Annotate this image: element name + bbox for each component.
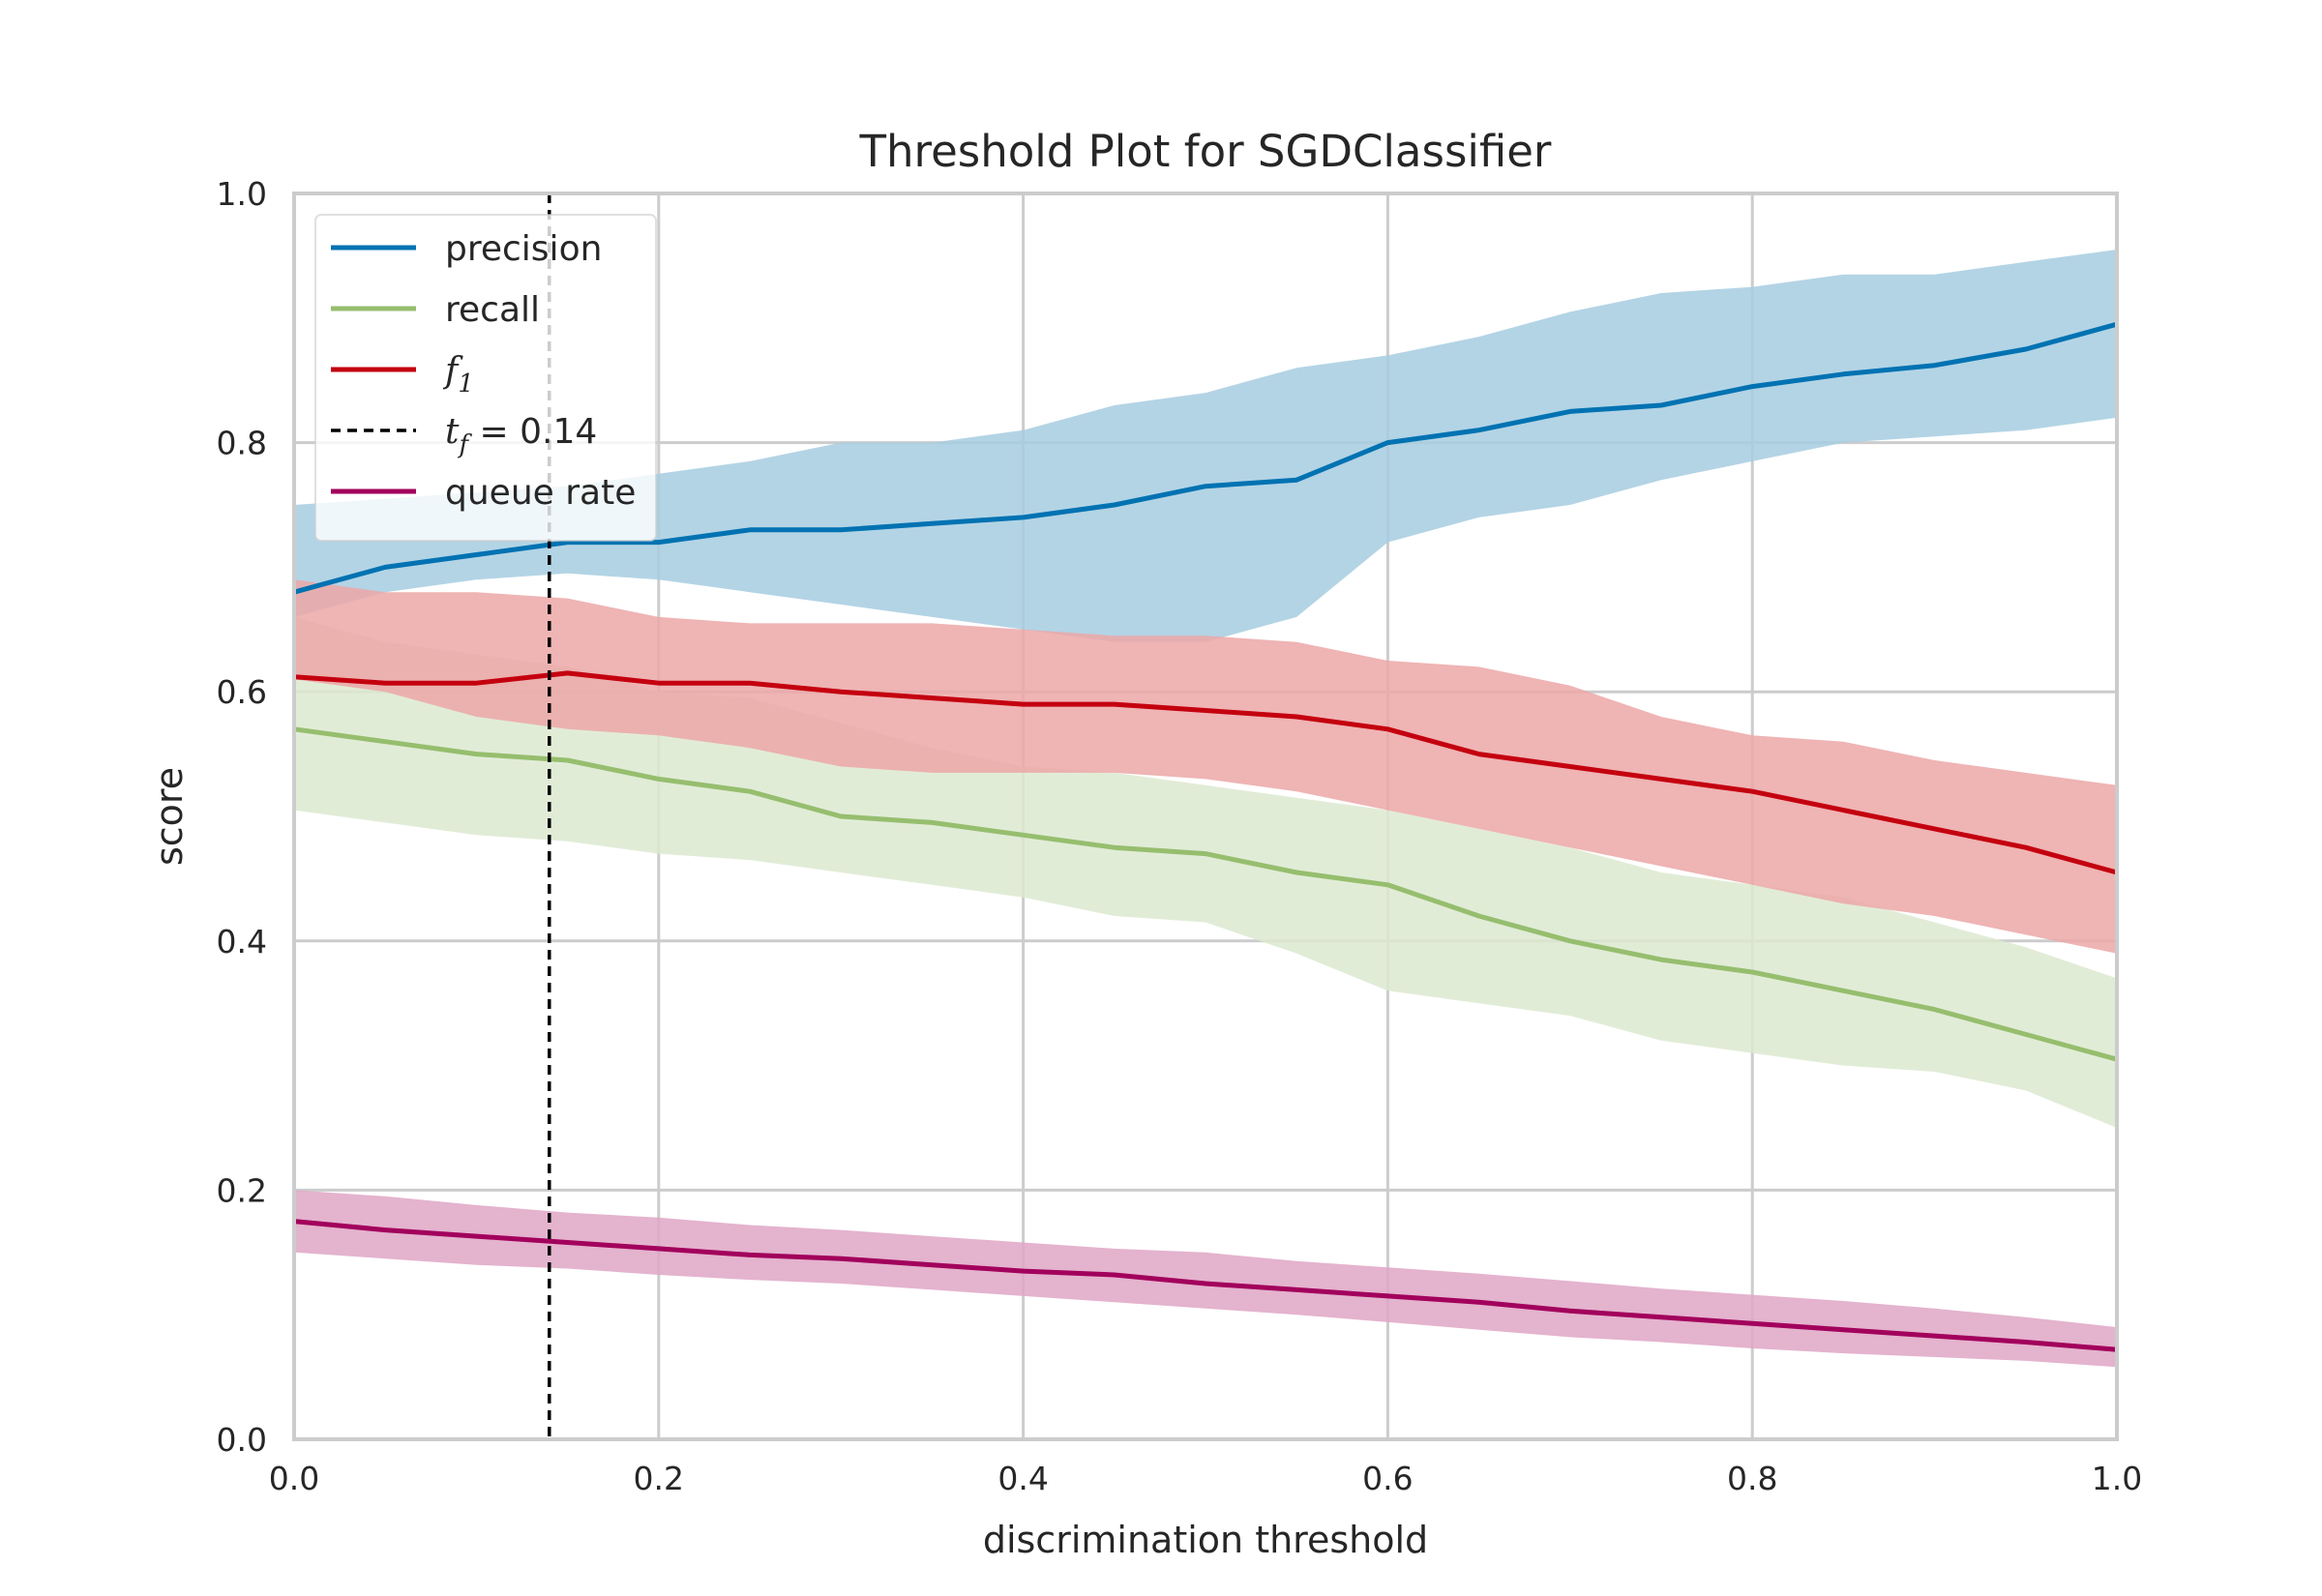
y-axis-label: score [148, 767, 191, 866]
x-tick-label: 0.8 [1727, 1460, 1777, 1497]
y-tick-label: 0.4 [217, 923, 267, 961]
x-axis-ticks: 0.0 0.2 0.4 0.6 0.8 1.0 [269, 1460, 2142, 1497]
x-axis-label: discrimination threshold [983, 1519, 1428, 1561]
x-tick-label: 1.0 [2092, 1460, 2142, 1497]
queue-rate-line [293, 1219, 2118, 1352]
x-tick-label: 0.6 [1362, 1460, 1413, 1497]
y-axis-ticks: 0.0 0.2 0.4 0.6 0.8 1.0 [217, 175, 267, 1459]
legend-label-queue-rate: queue rate [445, 473, 636, 513]
legend-label-f1: f1 [442, 351, 474, 399]
precision-band [294, 250, 2117, 642]
f1-band [294, 579, 2117, 954]
plot-frame [292, 192, 2119, 1441]
chart-title: Threshold Plot for SGDClassifier [859, 126, 1552, 177]
x-tick-label: 0.0 [269, 1460, 319, 1497]
precision-line [293, 321, 2118, 595]
legend-box [314, 214, 657, 542]
y-tick-label: 0.6 [217, 673, 267, 711]
legend-label-recall: recall [445, 290, 540, 330]
legend-label-precision: precision [445, 229, 602, 269]
recall-line [293, 726, 2118, 1062]
f1-line [293, 670, 2118, 875]
y-tick-label: 0.8 [217, 425, 267, 462]
x-tick-label: 0.2 [634, 1460, 684, 1497]
confidence-bands [294, 250, 2117, 1368]
series-lines [293, 321, 2118, 1352]
y-tick-label: 0.2 [217, 1171, 267, 1209]
x-tick-label: 0.4 [997, 1460, 1048, 1497]
queue-rate-band [294, 1190, 2117, 1368]
y-tick-label: 0.0 [217, 1421, 267, 1459]
y-tick-label: 1.0 [217, 175, 267, 213]
